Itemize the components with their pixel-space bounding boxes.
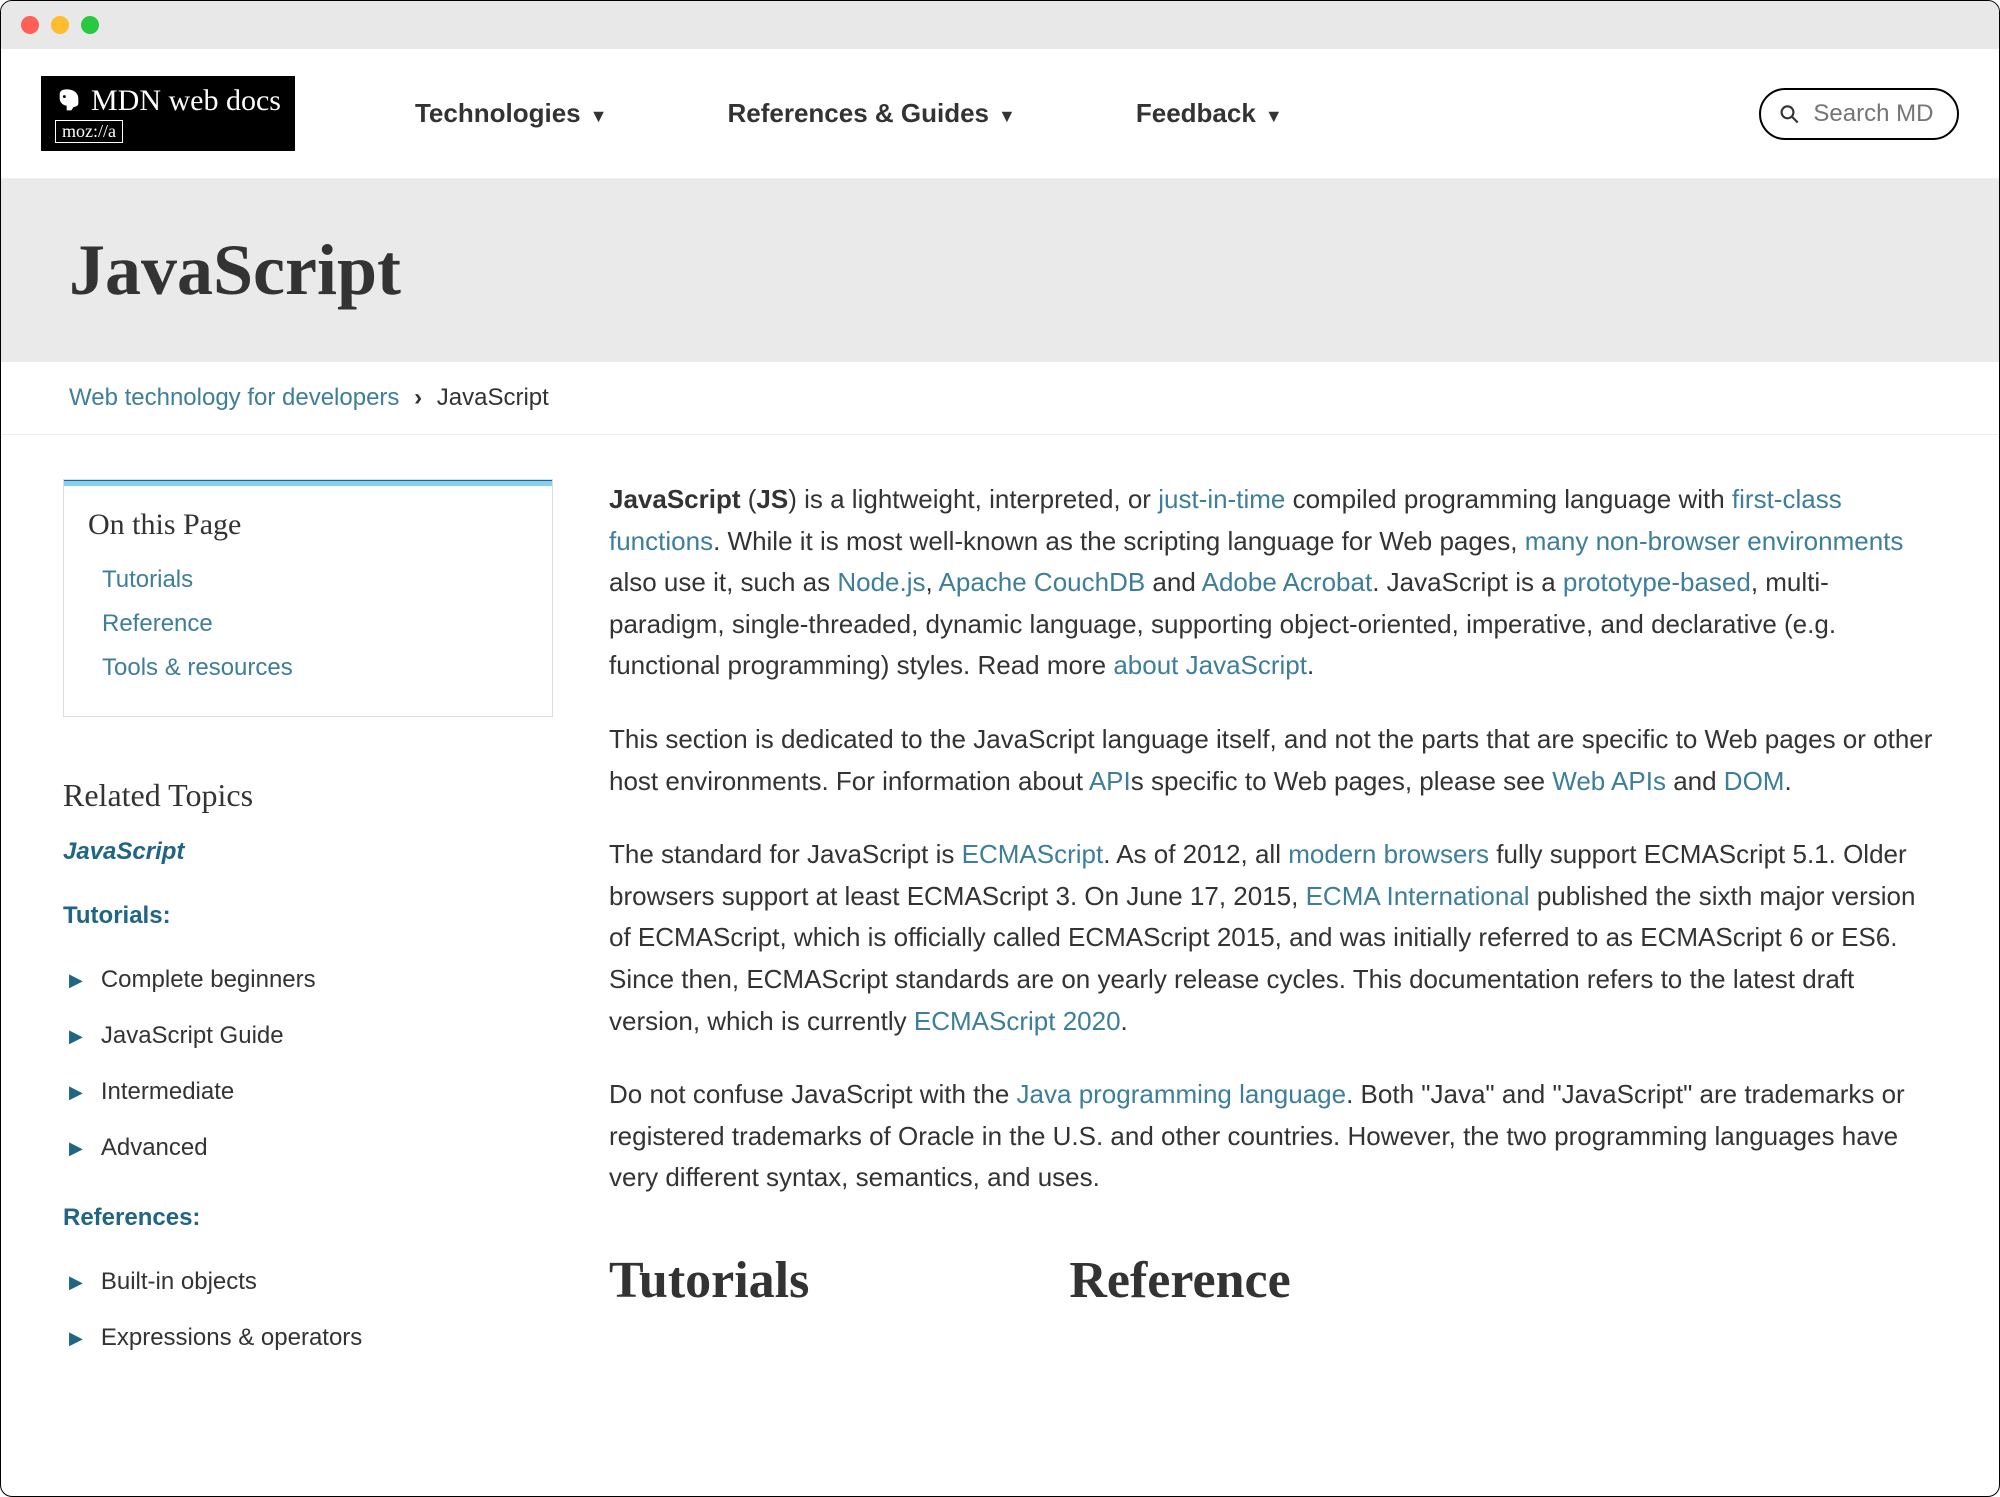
intro-p3: The standard for JavaScript is ECMAScrip… [609,834,1937,1042]
intro-p4: Do not confuse JavaScript with the Java … [609,1074,1937,1199]
chevron-right-icon: › [414,384,422,411]
minimize-icon[interactable] [51,16,69,34]
link-es2020[interactable]: ECMAScript 2020 [914,1006,1121,1036]
triangle-right-icon: ▶ [69,1138,83,1159]
triangle-right-icon: ▶ [69,1082,83,1103]
link-jit[interactable]: just-in-time [1158,484,1285,514]
otp-item-tools[interactable]: Tools & resources [88,646,528,690]
related-item[interactable]: ▶Complete beginners [63,952,553,1008]
related-item[interactable]: ▶JavaScript Guide [63,1008,553,1064]
link-dom[interactable]: DOM [1724,766,1785,796]
article-body: JavaScript (JS) is a lightweight, interp… [609,479,1937,1366]
related-group-references: References: [63,1204,553,1232]
breadcrumb-parent[interactable]: Web technology for developers [69,384,399,411]
related-item[interactable]: ▶Built-in objects [63,1254,553,1310]
link-prototype[interactable]: prototype-based [1563,567,1751,597]
triangle-right-icon: ▶ [69,1026,83,1047]
chevron-down-icon: ▼ [993,106,1016,126]
logo-text-bottom: moz://a [55,120,123,143]
intro-p1: JavaScript (JS) is a lightweight, interp… [609,479,1937,687]
nav-links: Technologies ▼ References & Guides ▼ Fee… [415,98,1759,129]
related-item[interactable]: ▶Expressions & operators [63,1310,553,1366]
nav-technologies[interactable]: Technologies ▼ [415,98,607,129]
related-item[interactable]: ▶Advanced [63,1120,553,1176]
breadcrumb-current: JavaScript [437,384,549,411]
otp-item-tutorials[interactable]: Tutorials [88,558,528,602]
link-ecmascript[interactable]: ECMAScript [962,839,1104,869]
top-nav: MDN web docs moz://a Technologies ▼ Refe… [1,49,1999,179]
search-icon [1779,101,1799,127]
chevron-down-icon: ▼ [585,106,608,126]
section-headers: Tutorials Reference [609,1239,1937,1322]
link-nodejs[interactable]: Node.js [837,567,925,597]
logo-text-top: MDN web docs [91,84,281,118]
link-couchdb[interactable]: Apache CouchDB [939,567,1146,597]
search-input[interactable] [1813,100,1939,128]
window-titlebar [1,1,1999,49]
triangle-right-icon: ▶ [69,970,83,991]
mdn-logo[interactable]: MDN web docs moz://a [41,76,295,151]
breadcrumb: Web technology for developers › JavaScri… [1,362,1999,435]
section-tutorials: Tutorials [609,1239,809,1322]
page-title: JavaScript [69,229,1931,312]
link-java[interactable]: Java programming language [1017,1079,1347,1109]
main-content: On this Page Tutorials Reference Tools &… [1,435,1999,1366]
dino-icon [55,87,83,115]
sidebar: On this Page Tutorials Reference Tools &… [63,479,553,1366]
related-group-tutorials: Tutorials: [63,902,553,930]
related-title: Related Topics [63,777,553,814]
intro-p2: This section is dedicated to the JavaScr… [609,719,1937,802]
maximize-icon[interactable] [81,16,99,34]
link-about-js[interactable]: about JavaScript [1113,650,1307,680]
link-non-browser[interactable]: many non-browser environments [1525,526,1904,556]
link-acrobat[interactable]: Adobe Acrobat [1202,567,1373,597]
triangle-right-icon: ▶ [69,1328,83,1349]
on-this-page: On this Page Tutorials Reference Tools &… [63,479,553,717]
page-banner: JavaScript [1,179,1999,362]
close-icon[interactable] [21,16,39,34]
otp-item-reference[interactable]: Reference [88,602,528,646]
link-ecma-intl[interactable]: ECMA International [1306,881,1530,911]
nav-feedback[interactable]: Feedback ▼ [1136,98,1283,129]
link-web-apis[interactable]: Web APIs [1552,766,1666,796]
nav-references[interactable]: References & Guides ▼ [727,98,1015,129]
search-box[interactable] [1759,88,1959,140]
link-api[interactable]: API [1089,766,1131,796]
related-topics: Related Topics JavaScript Tutorials: ▶Co… [63,777,553,1366]
otp-title: On this Page [88,508,528,542]
browser-window: MDN web docs moz://a Technologies ▼ Refe… [0,0,2000,1497]
related-sub[interactable]: JavaScript [63,838,553,866]
link-modern-browsers[interactable]: modern browsers [1288,839,1489,869]
triangle-right-icon: ▶ [69,1272,83,1293]
section-reference: Reference [1069,1239,1290,1322]
related-item[interactable]: ▶Intermediate [63,1064,553,1120]
chevron-down-icon: ▼ [1260,106,1283,126]
